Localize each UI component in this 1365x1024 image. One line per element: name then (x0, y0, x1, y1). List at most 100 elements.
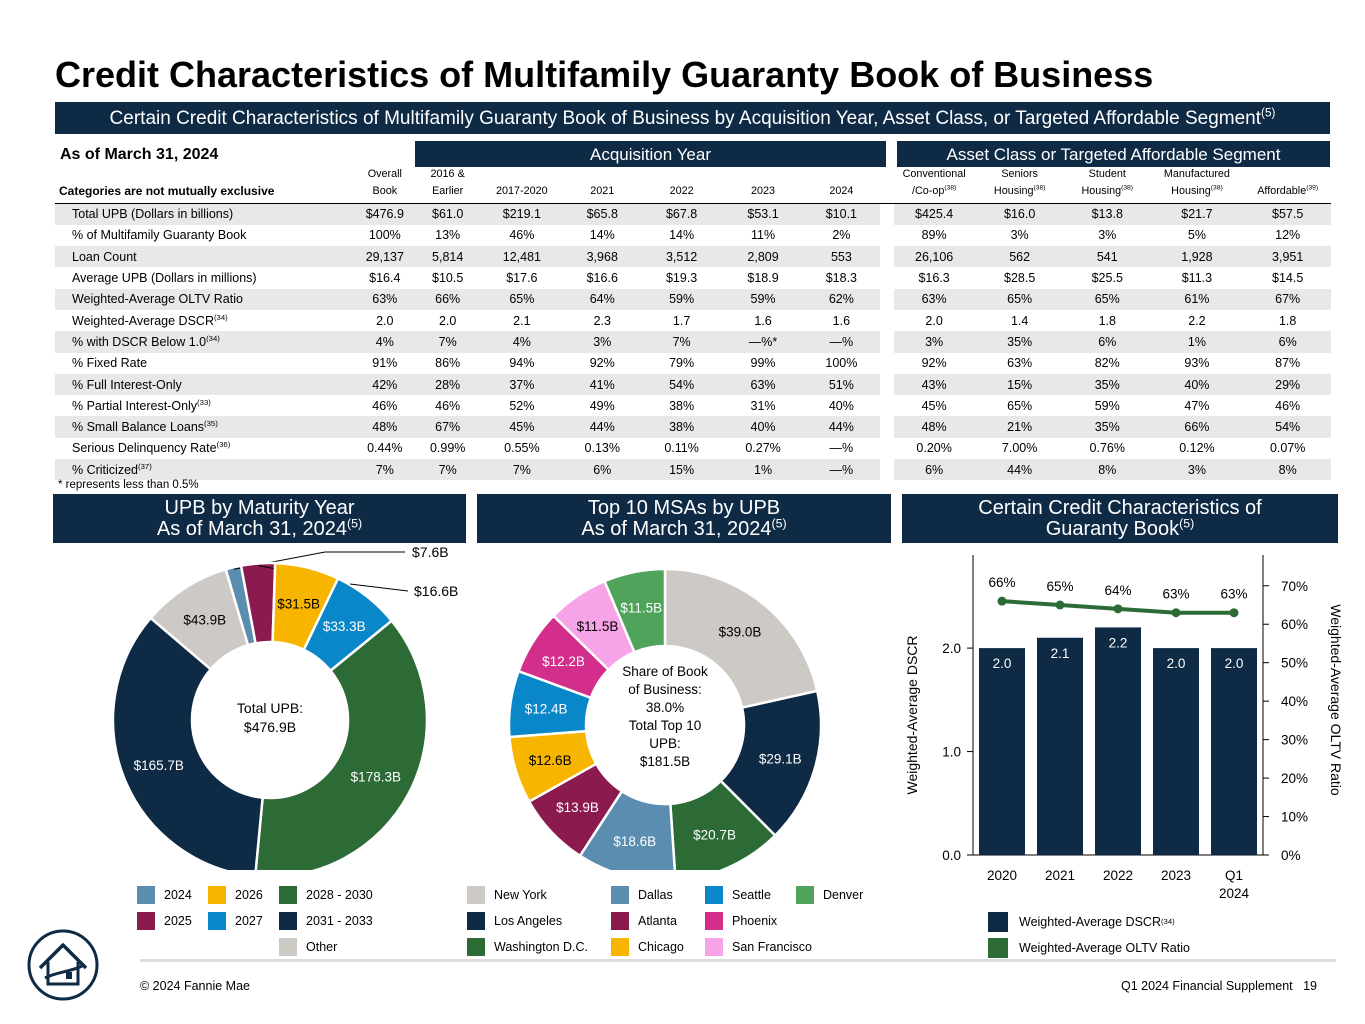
table-cell: 0.07% (1269, 441, 1306, 456)
table-cell: $25.5 (1091, 271, 1123, 286)
column-header-line1 (725, 166, 801, 183)
slice-label: $7.6B (412, 544, 449, 560)
supplement-label: Q1 2024 Financial Supplement (1121, 979, 1293, 993)
fannie-mae-house-logo (27, 929, 99, 1001)
legend-label: 2028 - 2030 (306, 888, 373, 902)
row-label: % Small Balance Loans(35) (55, 416, 354, 438)
legend-item-2024: 2024 (137, 886, 192, 904)
dscr-bar (1211, 648, 1257, 855)
legend-item-2028-2030: 2028 - 2030 (279, 886, 373, 904)
table-cell: 0.99% (429, 441, 466, 456)
table-cell: 0.13% (584, 441, 620, 456)
x-tick-label: Q1 (1225, 868, 1243, 883)
row-label-note: (34) (213, 312, 228, 322)
column-header-line2: 2017-2020 (482, 183, 563, 200)
table-cell: 3% (1098, 228, 1117, 243)
table-cell: —%* (722, 331, 804, 353)
table-cell: 0.27% (745, 441, 781, 456)
slice-label: $13.9B (556, 800, 599, 815)
table-row: % of Multifamily Guaranty Book 100% 13% 46%… (55, 224, 1331, 247)
table-cell: $14.5 (1272, 271, 1304, 286)
table-cell: 1.4 (1010, 313, 1029, 328)
credit-title-line2: Guaranty Book (1045, 518, 1180, 540)
row-label-text: % with DSCR Below 1.0 (72, 334, 207, 349)
table-row: Loan Count 29,137 5,814 12,481 3,968 3,512 2,8… (55, 246, 1331, 268)
row-label-text: Serious Delinquency Rate (72, 441, 217, 456)
y2-tick-label: 0% (1281, 848, 1301, 863)
table-cell: 92% (589, 356, 615, 371)
legend-label: 2027 (235, 914, 263, 928)
msa-title-note: (5) (771, 516, 787, 531)
table-cell: 7% (640, 331, 723, 353)
donut-center-label: Total UPB: (237, 700, 303, 716)
table-cell: 0.11% (664, 441, 699, 456)
table-cell: 46% (372, 398, 398, 413)
maturity-title-line2: As of March 31, 2024 (156, 518, 347, 540)
acquisition-year-header: Acquisition Year (415, 141, 886, 167)
row-label-note: (34) (206, 333, 220, 343)
column-header-line1 (482, 166, 563, 183)
row-label: % Full Interest-Only (55, 373, 354, 396)
legend-label: Los Angeles (494, 914, 563, 928)
table-cell: 38% (640, 416, 723, 438)
legend-swatch (467, 912, 485, 930)
table-cell: $16.0 (974, 203, 1065, 225)
row-label: % of Multifamily Guaranty Book (55, 225, 354, 246)
table-cell: 79% (669, 356, 695, 371)
table-cell: 2.0 (376, 313, 394, 328)
table-cell: 7% (415, 459, 480, 481)
table-cell: 3% (1149, 459, 1245, 481)
dscr-bar (1153, 648, 1199, 855)
table-cell: 100% (825, 356, 858, 371)
donut-slice-new-york (663, 567, 819, 710)
legend-label: 2024 (164, 888, 192, 902)
table-banner: Certain Credit Characteristics of Multif… (55, 102, 1330, 134)
column-gap (879, 395, 894, 417)
table-cell: 65% (974, 288, 1065, 310)
legend-item-other: Other (279, 938, 337, 956)
table-cell: 2.0 (438, 313, 457, 328)
column-header: 2023 (723, 166, 803, 204)
slice-label: $11.5B (620, 600, 662, 615)
oltv-value-label: 65% (1046, 579, 1073, 594)
column-header-line1: Manufactured (1163, 168, 1230, 180)
oltv-point (1171, 608, 1181, 618)
legend-label: Dallas (638, 888, 673, 902)
y2-tick-label: 50% (1281, 656, 1308, 671)
column-gap (879, 267, 894, 289)
table-cell: 15% (974, 373, 1065, 396)
table-cell: 0.20% (916, 441, 952, 456)
slice-label: $12.2B (542, 654, 585, 669)
table-cell: 3,512 (640, 246, 723, 268)
row-label: Weighted-Average DSCR(34) (55, 310, 354, 331)
donut-center-text: Share of Book (622, 664, 708, 679)
legend-label: Phoenix (732, 914, 778, 928)
table-cell: —% (829, 441, 854, 456)
bar-value-label: 2.0 (1167, 656, 1186, 671)
slice-label: $39.0B (719, 624, 762, 639)
slice-leader-line (349, 583, 409, 592)
legend-label: Weighted-Average DSCR (1019, 915, 1161, 929)
slice-label: $29.1B (759, 752, 802, 767)
oltv-value-label: 64% (1104, 583, 1131, 598)
column-header-line1: Seniors (1001, 168, 1038, 180)
maturity-donut-chart: $43.9B $7.6B $16.6B $31.5B$33.3B $178.3B $165… (111, 544, 458, 870)
table-cell: $10.1 (803, 203, 880, 225)
column-gap (879, 288, 894, 310)
table-row: Serious Delinquency Rate(36) 0.44% 0.99% 0.… (55, 437, 1331, 460)
as-of-date: As of March 31, 2024 (60, 146, 219, 163)
x-tick-label: 2020 (987, 868, 1017, 883)
y2-tick-label: 20% (1281, 771, 1308, 786)
table-cell: 3,968 (564, 246, 641, 268)
table-cell: $28.5 (1004, 271, 1036, 286)
table-cell: —% (803, 459, 880, 481)
column-header-text: Housing (1081, 185, 1122, 197)
row-label: % Partial Interest-Only(33) (55, 395, 354, 416)
row-label-text: % Partial Interest-Only (72, 398, 198, 413)
table-cell: 51% (803, 373, 880, 396)
column-header-text: Housing (993, 185, 1034, 197)
footnote: * represents less than 0.5% (58, 479, 199, 491)
table-cell: 7% (415, 331, 480, 353)
column-header-line1 (1246, 166, 1329, 183)
column-gap (879, 373, 894, 396)
